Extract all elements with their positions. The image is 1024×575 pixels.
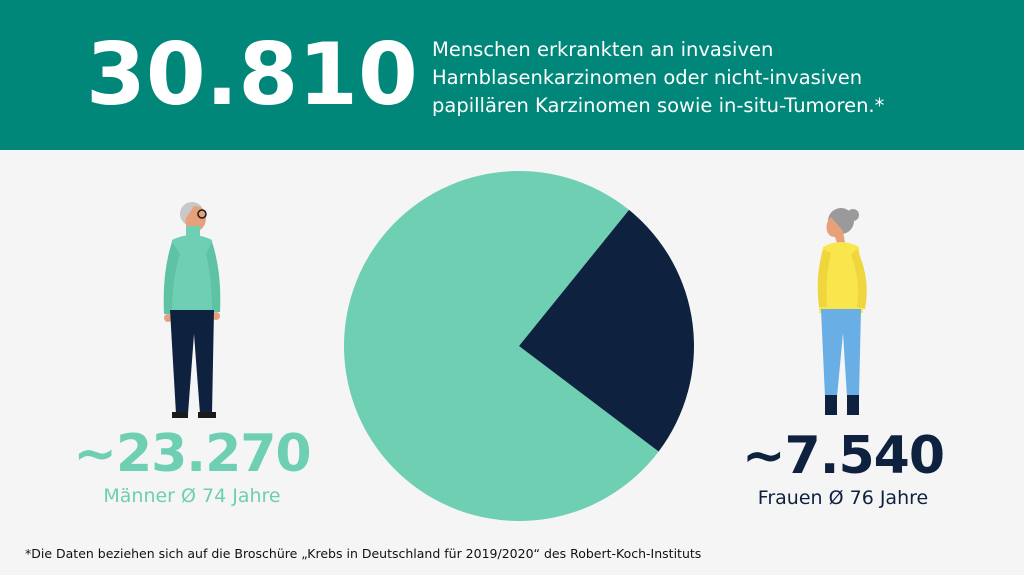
header-description-line: Harnblasenkarzinomen oder nicht-invasive…: [432, 66, 863, 89]
header-description: Menschen erkrankten an invasiven Harnbla…: [432, 36, 992, 120]
men-count: ~23.270: [73, 424, 311, 484]
women-stat: ~7.540 Frauen Ø 76 Jahre: [728, 426, 958, 510]
pie-slice-men: [343, 170, 659, 521]
men-label: Männer Ø 74 Jahre: [103, 485, 281, 507]
total-count: 30.810: [86, 25, 418, 125]
footnote: *Die Daten beziehen sich auf die Broschü…: [25, 546, 702, 561]
men-stat: ~23.270 Männer Ø 74 Jahre: [72, 424, 312, 508]
header-banner: 30.810 Menschen erkrankten an invasiven …: [0, 0, 1024, 150]
header-description-line: Menschen erkrankten an invasiven: [432, 38, 774, 61]
pie-slice-women: [519, 209, 694, 452]
women-count: ~7.540: [741, 426, 945, 486]
header-description-line: papillären Karzinomen sowie in-situ-Tumo…: [432, 94, 885, 117]
man-illustration-icon: [163, 202, 221, 418]
women-label: Frauen Ø 76 Jahre: [757, 487, 929, 509]
woman-illustration-icon: [817, 208, 867, 415]
